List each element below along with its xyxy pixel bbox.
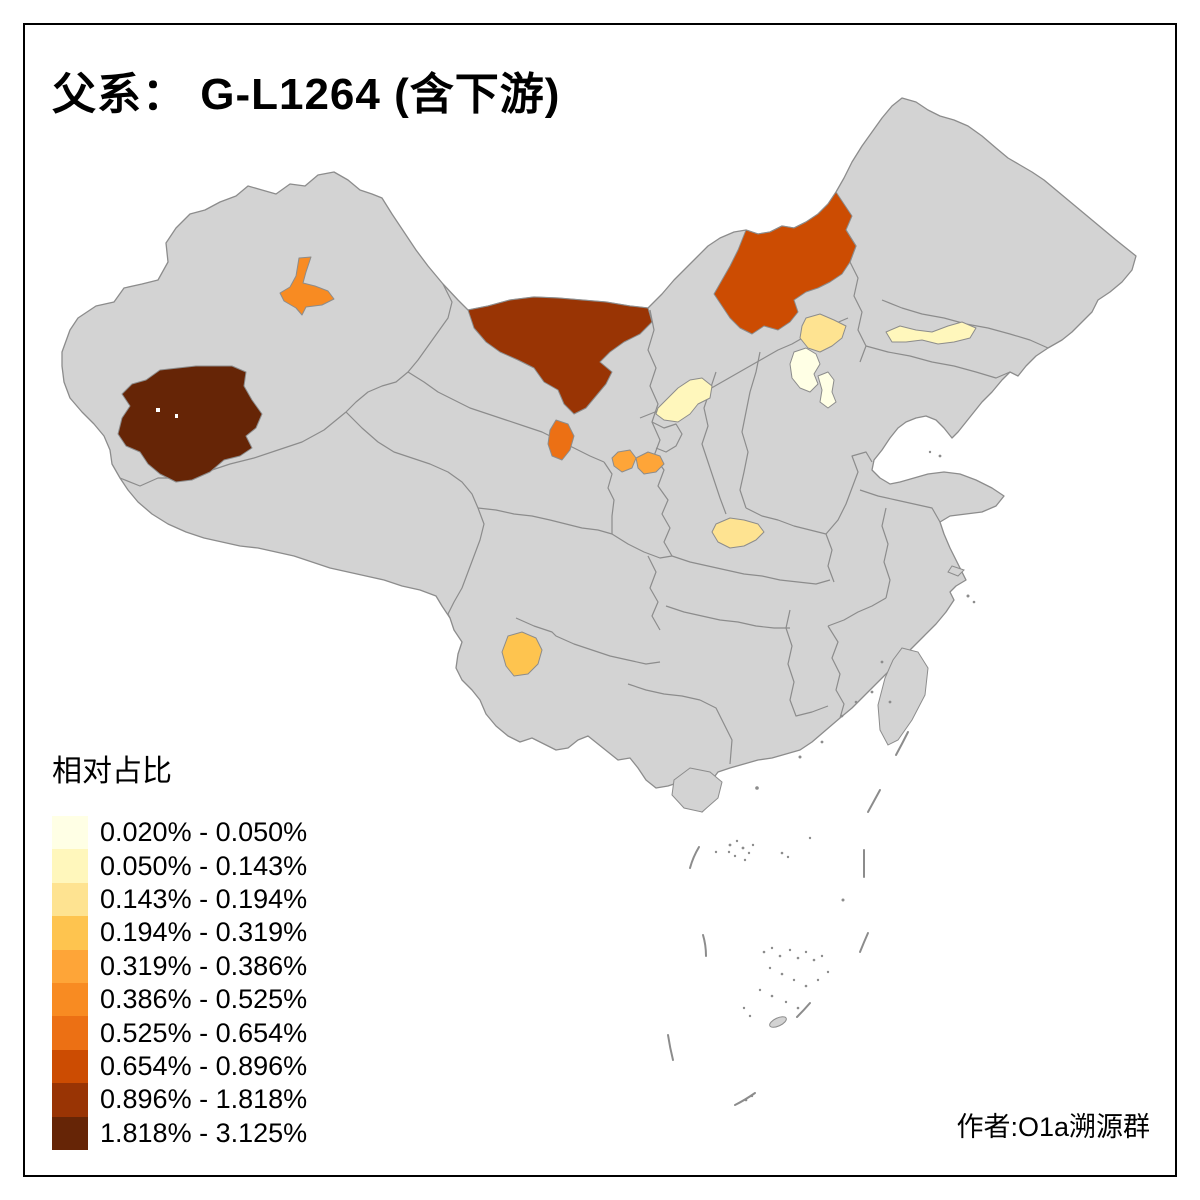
map-region-beijing xyxy=(789,347,821,393)
legend-swatch xyxy=(52,816,88,850)
legend-swatch xyxy=(52,882,88,917)
legend-row: 0.319% - 0.386% xyxy=(52,949,308,983)
attribution: 作者:O1a溯源群 xyxy=(956,1112,1150,1142)
map-region-west-inner-mongolia xyxy=(467,296,653,415)
legend-row: 0.050% - 0.143% xyxy=(52,849,308,883)
map-region-east-qinghai xyxy=(547,419,575,461)
legend: 相对占比 0.020% - 0.050% 0.050% - 0.143% 0.1… xyxy=(52,746,307,1150)
map-region-southwest-xinjiang xyxy=(117,365,263,483)
legend-row: 1.818% - 3.125% xyxy=(52,1116,308,1150)
legend-row: 0.143% - 0.194% xyxy=(52,882,308,917)
legend-title: 相对占比 xyxy=(52,755,172,788)
legend-swatch xyxy=(52,916,88,950)
map-region-tianjin xyxy=(817,371,837,409)
legend-row: 0.194% - 0.319% xyxy=(52,916,308,950)
legend-label: 0.020% - 0.050% xyxy=(100,817,308,848)
map-region-gansu-west-patch xyxy=(611,449,637,473)
legend-swatch xyxy=(52,949,88,983)
legend-row: 0.525% - 0.654% xyxy=(52,1016,308,1050)
legend-swatch xyxy=(52,1049,88,1084)
legend-label: 0.525% - 0.654% xyxy=(100,1017,308,1048)
legend-label: 1.818% - 3.125% xyxy=(100,1117,308,1148)
lakes xyxy=(156,408,178,418)
legend-label: 0.654% - 0.896% xyxy=(100,1050,308,1081)
legend-label: 0.194% - 0.319% xyxy=(100,917,308,948)
map-region-north-shanxi xyxy=(655,377,713,423)
legend-label: 0.143% - 0.194% xyxy=(100,883,308,914)
legend-row: 0.896% - 1.818% xyxy=(52,1083,308,1117)
legend-row: 0.386% - 0.525% xyxy=(52,982,308,1017)
map-region-northeast-hebei xyxy=(799,313,847,353)
islands xyxy=(671,450,976,1028)
legend-swatch xyxy=(52,982,88,1017)
legend-swatch xyxy=(52,1016,88,1050)
map-region-south-shaanxi xyxy=(711,517,765,549)
nine-dash-line xyxy=(667,731,909,1106)
hainan-island xyxy=(671,767,723,813)
legend-rows: 0.020% - 0.050% 0.050% - 0.143% 0.143% -… xyxy=(52,816,307,1150)
legend-row: 0.654% - 0.896% xyxy=(52,1049,308,1084)
map-region-west-yunnan xyxy=(501,631,543,677)
highlighted-regions xyxy=(117,191,977,677)
legend-swatch xyxy=(52,849,88,883)
map-region-gansu-east-patch xyxy=(635,451,665,475)
legend-swatch xyxy=(52,1116,88,1150)
map-region-north-xinjiang xyxy=(279,256,335,316)
legend-row: 0.020% - 0.050% xyxy=(52,816,308,850)
taiwan-island xyxy=(877,647,929,746)
map-region-west-liaoning xyxy=(885,321,977,345)
legend-label: 0.319% - 0.386% xyxy=(100,950,308,981)
legend-label: 0.896% - 1.818% xyxy=(100,1084,308,1115)
south-china-sea-islands xyxy=(714,836,845,1102)
legend-swatch xyxy=(52,1083,88,1117)
legend-label: 0.050% - 0.143% xyxy=(100,850,308,881)
legend-label: 0.386% - 0.525% xyxy=(100,984,308,1015)
chongming-island xyxy=(947,565,965,577)
south-sea-islet xyxy=(769,1016,787,1028)
page-title: 父系： G-L1264 (含下游) xyxy=(52,70,561,119)
map-region-central-inner-mongolia xyxy=(713,191,857,335)
